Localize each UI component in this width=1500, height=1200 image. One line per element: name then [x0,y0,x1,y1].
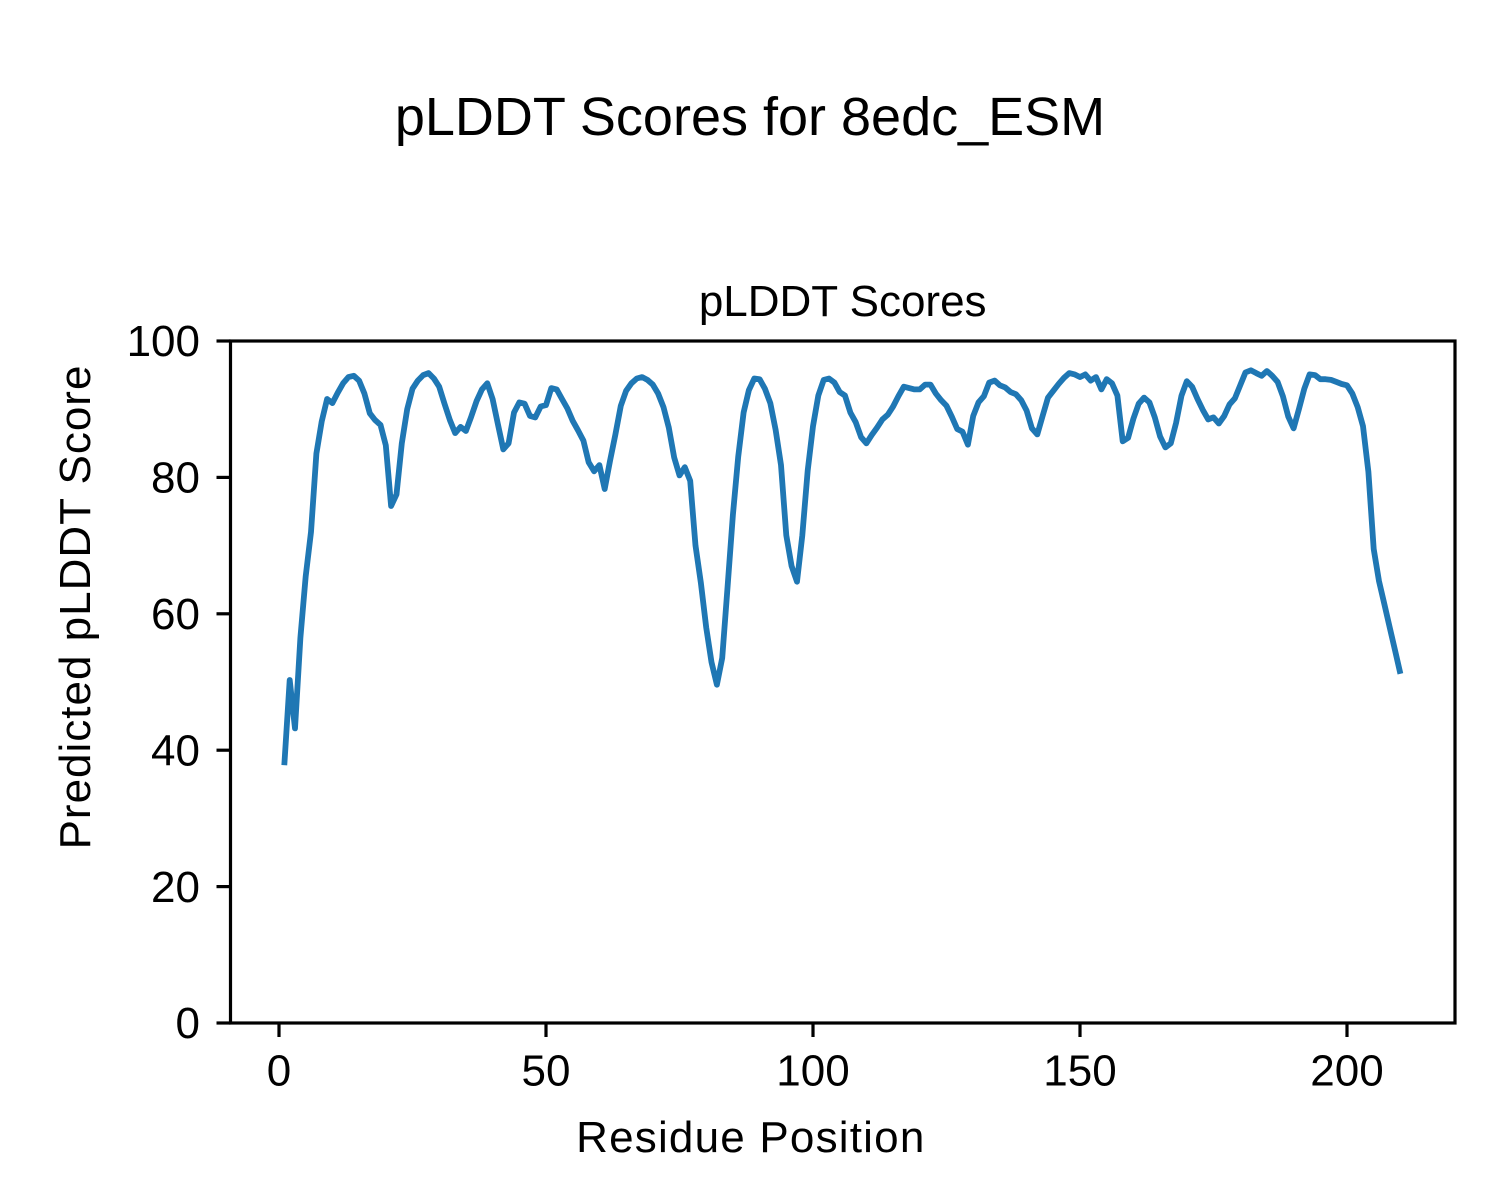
svg-text:60: 60 [151,590,200,639]
svg-text:Predicted pLDDT Score: Predicted pLDDT Score [51,365,100,850]
svg-text:50: 50 [522,1047,571,1096]
svg-text:150: 150 [1043,1047,1116,1096]
svg-text:100: 100 [127,317,200,366]
svg-text:0: 0 [267,1047,291,1096]
svg-text:0: 0 [176,999,200,1048]
svg-text:80: 80 [151,454,200,503]
svg-text:Residue Position: Residue Position [576,1113,925,1162]
svg-text:pLDDT Scores for 8edc_ESM: pLDDT Scores for 8edc_ESM [395,87,1105,147]
svg-text:40: 40 [151,726,200,775]
svg-text:pLDDT Scores: pLDDT Scores [699,277,987,326]
svg-text:100: 100 [776,1047,849,1096]
svg-text:20: 20 [151,863,200,912]
svg-text:200: 200 [1310,1047,1383,1096]
